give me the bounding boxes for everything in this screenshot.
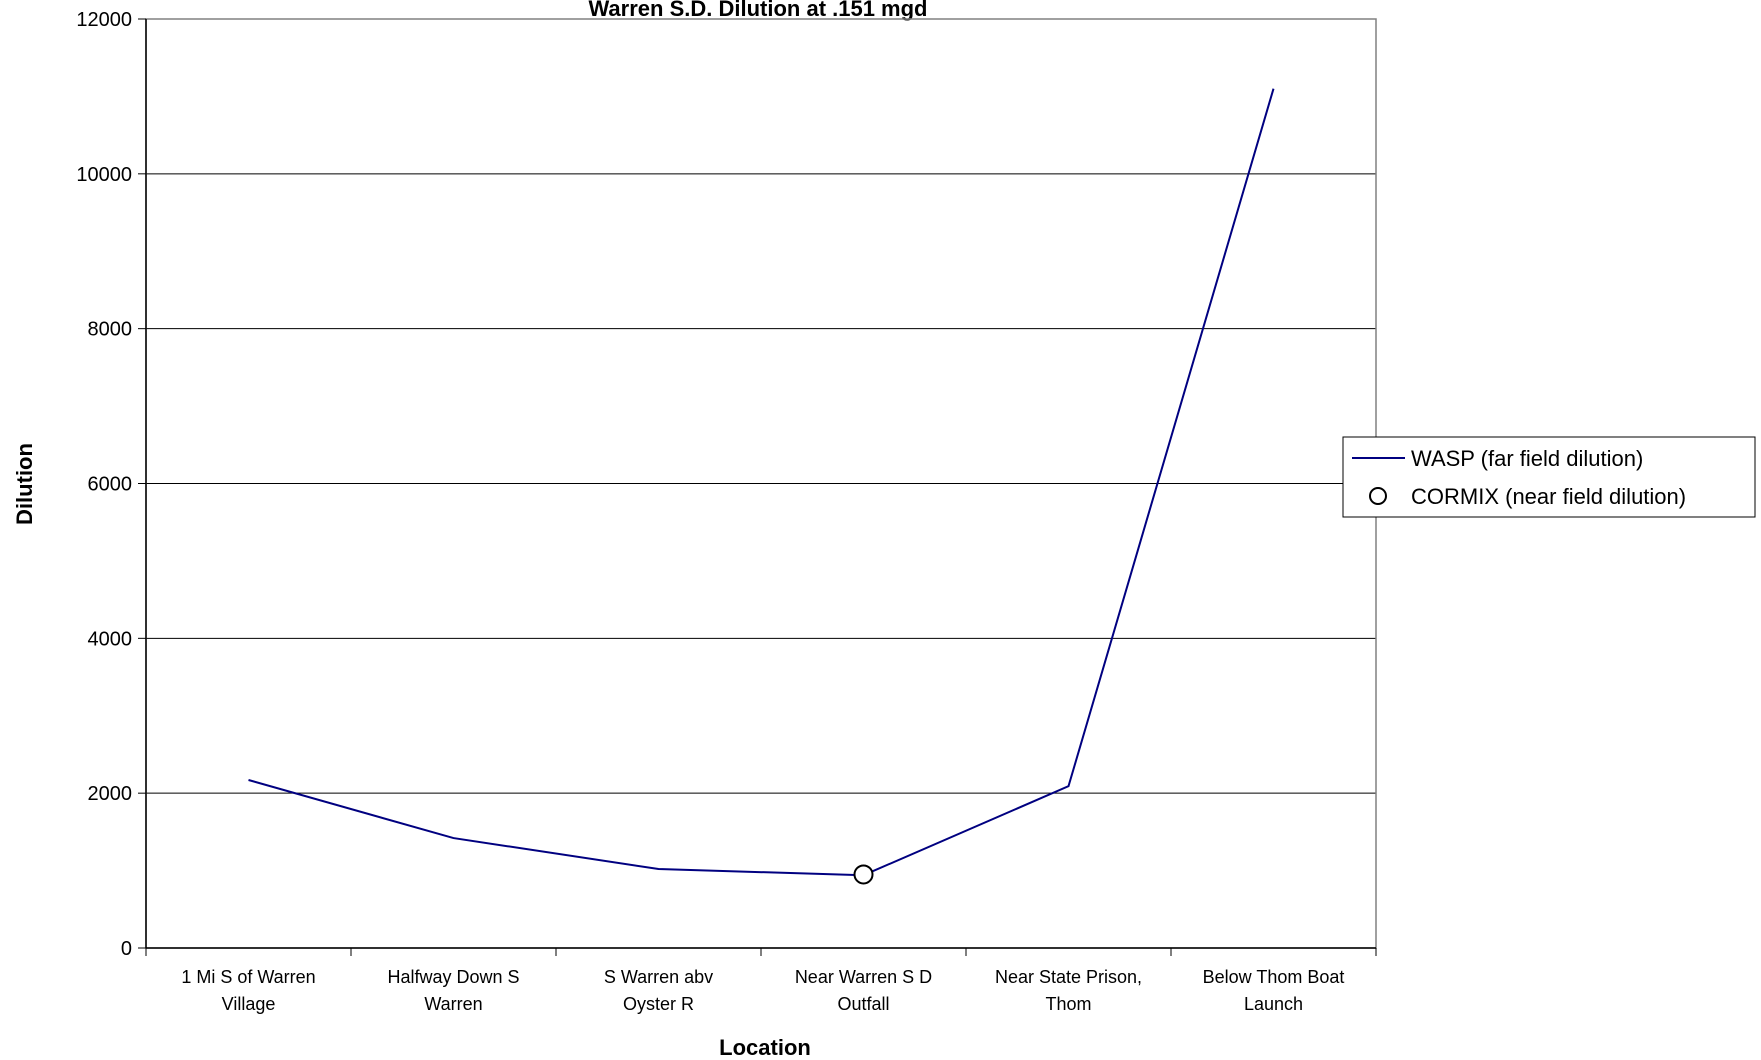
x-tick-label-line: Oyster R — [623, 994, 694, 1014]
legend-label-wasp: WASP (far field dilution) — [1411, 446, 1643, 471]
y-tick-label: 8000 — [88, 319, 133, 341]
chart-title: Warren S.D. Dilution at .151 mgd — [588, 0, 927, 21]
x-tick-label-line: Thom — [1045, 994, 1091, 1014]
x-tick-labels: 1 Mi S of Warren Village Halfway Down S War… — [181, 967, 1344, 1014]
x-tick-label-line: S Warren abv — [604, 967, 713, 987]
series-line-wasp — [248, 88, 1275, 877]
data-point-cormix — [853, 864, 874, 885]
x-tick-label: Near State Prison, Thom — [995, 967, 1142, 1014]
y-tick-label: 4000 — [88, 628, 133, 650]
x-tick-label-line: Near State Prison, — [995, 967, 1142, 987]
x-tick-label-line: 1 Mi S of Warren — [181, 967, 315, 987]
x-tick-label-line: Below Thom Boat — [1203, 967, 1345, 987]
y-tick-label: 6000 — [88, 474, 133, 496]
y-tick-label: 2000 — [88, 783, 133, 805]
series — [248, 88, 1275, 885]
x-tick-label-line: Halfway Down S — [387, 967, 519, 987]
axes — [138, 18, 1377, 956]
y-tick-labels: 0 2000 4000 6000 8000 10000 12000 — [76, 9, 132, 960]
legend-box — [1342, 436, 1756, 518]
x-tick-label-line: Launch — [1244, 994, 1303, 1014]
x-tick-label-line: Outfall — [837, 994, 889, 1014]
x-tick-label: Near Warren S D Outfall — [795, 967, 932, 1014]
legend-label-cormix: CORMIX (near field dilution) — [1411, 484, 1686, 509]
y-tick-label: 12000 — [76, 9, 132, 31]
x-tick-label-line: Warren — [424, 994, 482, 1014]
x-tick-label: 1 Mi S of Warren Village — [181, 967, 315, 1014]
legend: WASP (far field dilution) CORMIX (near f… — [1342, 436, 1756, 518]
x-axis-title: Location — [719, 1035, 811, 1060]
gridlines — [146, 173, 1376, 794]
legend-marker-swatch — [1369, 487, 1387, 505]
x-tick-label: S Warren abv Oyster R — [604, 967, 713, 1014]
x-tick-label-line: Near Warren S D — [795, 967, 932, 987]
x-tick-label: Halfway Down S Warren — [387, 967, 519, 1014]
y-axis-title: Dilution — [12, 443, 37, 525]
y-tick-label: 0 — [121, 938, 132, 960]
x-tick-label: Below Thom Boat Launch — [1203, 967, 1345, 1014]
y-tick-label: 10000 — [76, 164, 132, 186]
x-tick-label-line: Village — [222, 994, 276, 1014]
